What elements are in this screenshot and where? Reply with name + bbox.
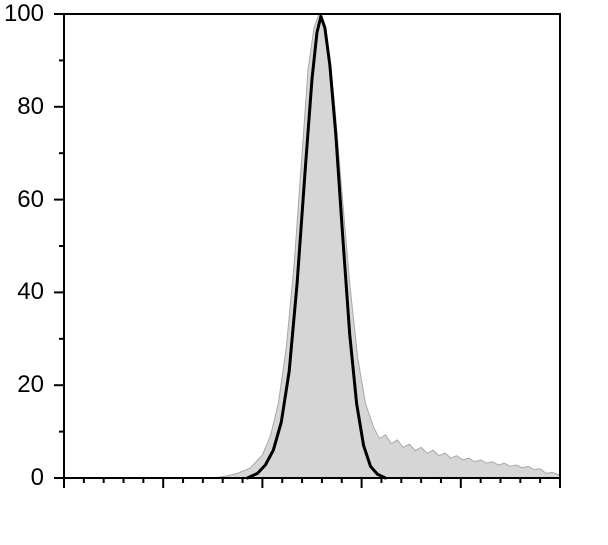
y-tick-label: 80 [0,93,44,121]
histogram-chart [0,0,608,545]
y-tick-label: 60 [0,186,44,214]
y-tick-label: 40 [0,278,44,306]
y-tick-label: 100 [0,0,44,28]
chart-container: 0 20 40 60 80 100 [0,0,608,545]
y-tick-label: 20 [0,371,44,399]
y-tick-label: 0 [0,464,44,492]
